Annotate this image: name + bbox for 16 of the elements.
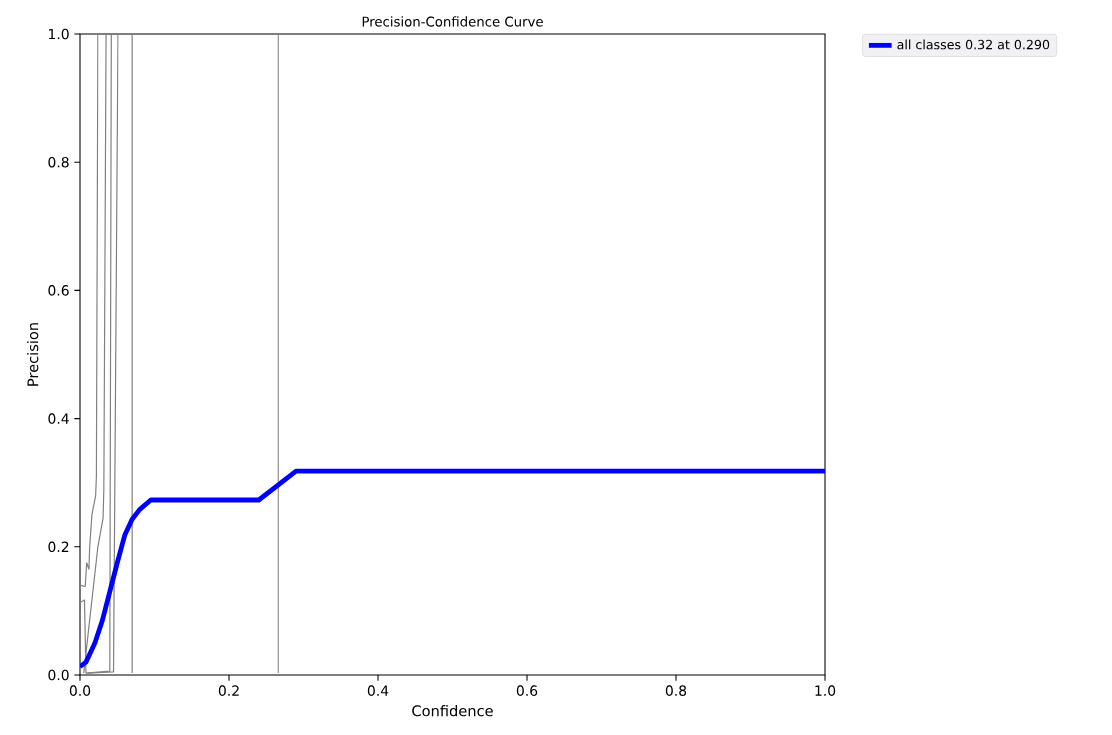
x-tick-label: 0.4	[367, 685, 389, 696]
y-tick-label: 0.8	[48, 156, 69, 168]
x-tick-label: 0.2	[218, 685, 239, 696]
chart-title: Precision-Confidence Curve	[362, 16, 543, 27]
y-tick-label: 0.0	[48, 669, 69, 681]
y-tick-label: 0.2	[48, 541, 69, 553]
x-tick-label: 0.8	[665, 685, 687, 696]
y-axis-title: Precision	[27, 323, 39, 386]
y-tick-label: 0.4	[48, 413, 69, 424]
y-tick-label: 0.6	[48, 285, 69, 296]
y-tick-label: 1.0	[48, 28, 69, 40]
x-tick-label: 0.0	[69, 685, 91, 696]
x-tick-label: 1.0	[815, 685, 836, 696]
x-tick-label: 0.6	[516, 685, 538, 696]
x-axis-title: Confidence	[412, 705, 493, 717]
legend-label: all classes 0.32 at 0.290	[897, 39, 1050, 50]
